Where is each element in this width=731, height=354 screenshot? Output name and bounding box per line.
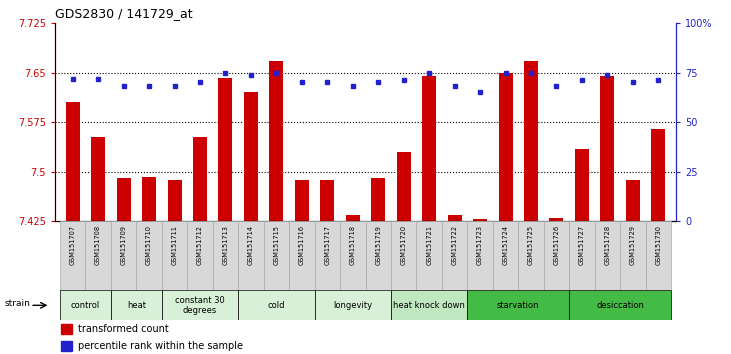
Text: GSM151713: GSM151713 <box>222 225 229 264</box>
FancyBboxPatch shape <box>569 221 595 290</box>
FancyBboxPatch shape <box>391 290 467 320</box>
FancyBboxPatch shape <box>60 221 86 290</box>
Text: GSM151710: GSM151710 <box>146 225 152 265</box>
FancyBboxPatch shape <box>391 221 417 290</box>
Bar <box>499 73 512 221</box>
FancyBboxPatch shape <box>595 221 620 290</box>
Text: GSM151709: GSM151709 <box>121 225 126 265</box>
FancyBboxPatch shape <box>111 221 136 290</box>
FancyBboxPatch shape <box>238 221 264 290</box>
Bar <box>193 137 207 221</box>
Text: heat: heat <box>126 301 145 310</box>
FancyBboxPatch shape <box>645 221 671 290</box>
Text: GSM151721: GSM151721 <box>426 225 432 265</box>
FancyBboxPatch shape <box>289 221 314 290</box>
Bar <box>447 215 462 221</box>
FancyBboxPatch shape <box>238 290 314 320</box>
FancyBboxPatch shape <box>86 221 111 290</box>
Bar <box>116 178 131 221</box>
Text: GSM151719: GSM151719 <box>375 225 382 264</box>
Bar <box>142 177 156 221</box>
FancyBboxPatch shape <box>187 221 213 290</box>
FancyBboxPatch shape <box>417 221 442 290</box>
Bar <box>626 179 640 221</box>
FancyBboxPatch shape <box>467 221 493 290</box>
Text: GSM151726: GSM151726 <box>553 225 559 265</box>
Text: cold: cold <box>268 301 285 310</box>
Text: longevity: longevity <box>333 301 372 310</box>
Text: GSM151720: GSM151720 <box>401 225 406 265</box>
Bar <box>244 92 258 221</box>
FancyBboxPatch shape <box>467 290 569 320</box>
Text: GSM151711: GSM151711 <box>172 225 178 264</box>
Text: strain: strain <box>4 299 30 308</box>
FancyBboxPatch shape <box>314 290 391 320</box>
Bar <box>91 137 105 221</box>
Bar <box>524 61 538 221</box>
Bar <box>575 149 589 221</box>
FancyBboxPatch shape <box>314 221 340 290</box>
Text: GSM151730: GSM151730 <box>656 225 662 265</box>
FancyBboxPatch shape <box>264 221 289 290</box>
Bar <box>600 76 615 221</box>
Text: GSM151714: GSM151714 <box>248 225 254 265</box>
Bar <box>295 180 308 221</box>
FancyBboxPatch shape <box>620 221 645 290</box>
Bar <box>61 341 72 350</box>
FancyBboxPatch shape <box>213 221 238 290</box>
Text: transformed count: transformed count <box>78 324 169 334</box>
FancyBboxPatch shape <box>111 290 162 320</box>
Bar <box>167 179 181 221</box>
FancyBboxPatch shape <box>162 290 238 320</box>
Text: GSM151725: GSM151725 <box>528 225 534 265</box>
FancyBboxPatch shape <box>442 221 467 290</box>
Bar <box>473 219 487 221</box>
FancyBboxPatch shape <box>569 290 671 320</box>
FancyBboxPatch shape <box>366 221 391 290</box>
Text: GSM151716: GSM151716 <box>299 225 305 265</box>
FancyBboxPatch shape <box>493 221 518 290</box>
Text: GSM151712: GSM151712 <box>197 225 203 265</box>
Text: GSM151729: GSM151729 <box>630 225 636 265</box>
Text: GDS2830 / 141729_at: GDS2830 / 141729_at <box>55 7 192 21</box>
Text: GSM151724: GSM151724 <box>502 225 509 265</box>
FancyBboxPatch shape <box>136 221 162 290</box>
Bar <box>371 178 385 221</box>
FancyBboxPatch shape <box>340 221 366 290</box>
FancyBboxPatch shape <box>162 221 187 290</box>
Text: GSM151717: GSM151717 <box>325 225 330 265</box>
Text: control: control <box>71 301 100 310</box>
Bar <box>550 218 564 221</box>
Bar <box>269 61 284 221</box>
Text: GSM151727: GSM151727 <box>579 225 585 265</box>
Bar <box>651 129 665 221</box>
Bar <box>397 152 411 221</box>
Bar <box>61 324 72 334</box>
FancyBboxPatch shape <box>544 221 569 290</box>
FancyBboxPatch shape <box>60 290 111 320</box>
Text: percentile rank within the sample: percentile rank within the sample <box>78 341 243 350</box>
Text: desiccation: desiccation <box>596 301 644 310</box>
Text: GSM151722: GSM151722 <box>452 225 458 265</box>
Text: GSM151723: GSM151723 <box>477 225 483 265</box>
Text: heat knock down: heat knock down <box>393 301 465 310</box>
Text: constant 30
degrees: constant 30 degrees <box>175 296 225 315</box>
Text: starvation: starvation <box>497 301 539 310</box>
Bar <box>423 76 436 221</box>
Bar <box>66 102 80 221</box>
Text: GSM151707: GSM151707 <box>69 225 75 265</box>
Text: GSM151715: GSM151715 <box>273 225 279 265</box>
Bar <box>219 78 232 221</box>
Text: GSM151728: GSM151728 <box>605 225 610 265</box>
Text: GSM151708: GSM151708 <box>95 225 101 265</box>
Bar <box>320 180 334 221</box>
Text: GSM151718: GSM151718 <box>349 225 356 265</box>
Bar <box>346 215 360 221</box>
FancyBboxPatch shape <box>518 221 544 290</box>
